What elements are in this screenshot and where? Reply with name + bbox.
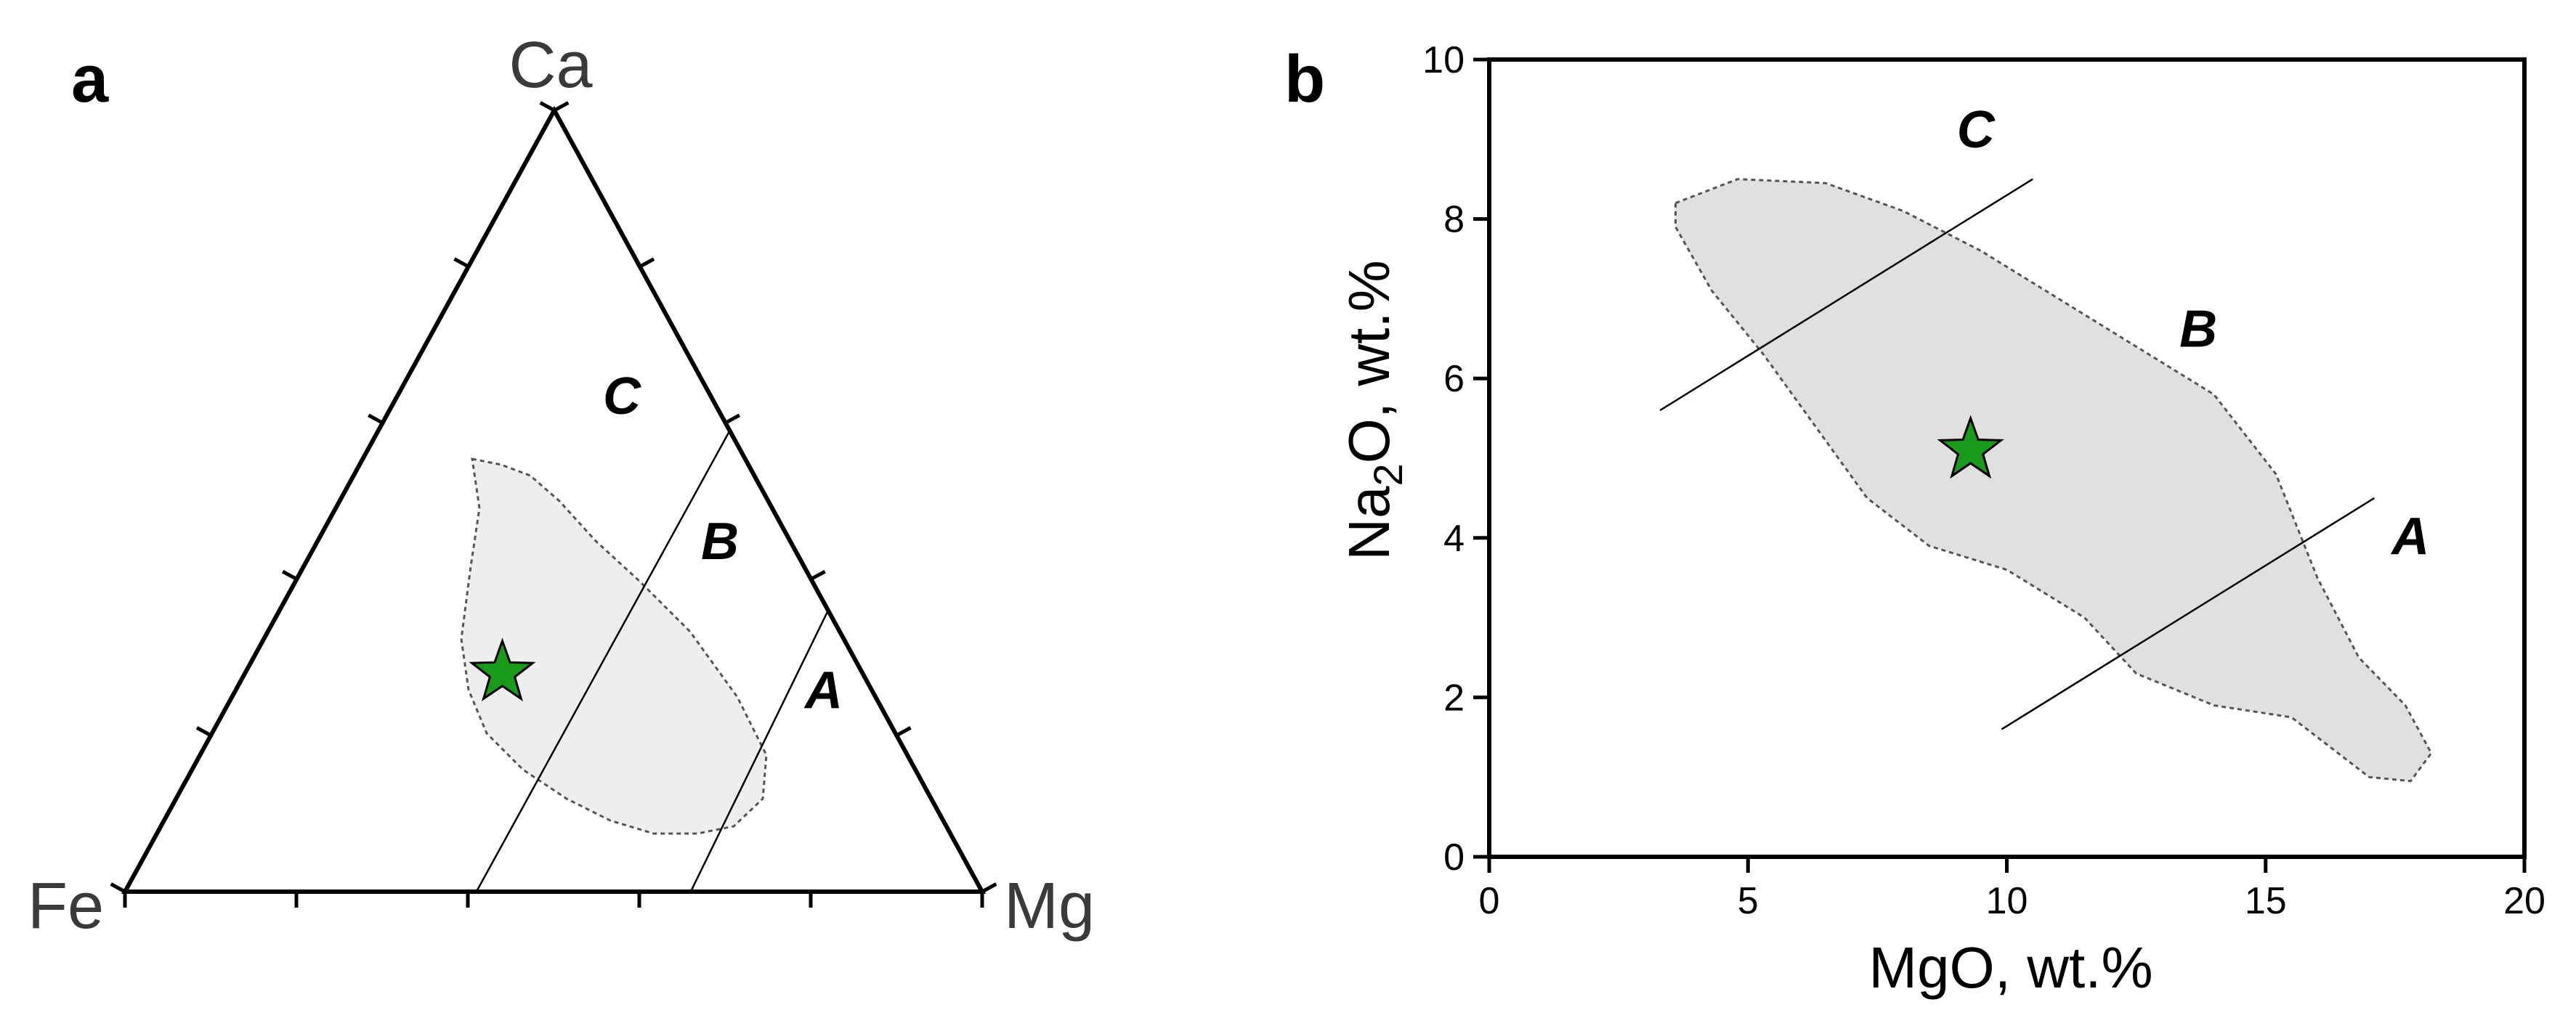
- ternary-tick-7: [981, 882, 997, 894]
- scatter-boundary-lines: [1659, 178, 2375, 730]
- ternary-field-polygon: [460, 457, 768, 835]
- ternary-tick-9: [810, 569, 826, 581]
- ternary-boundary-lines: [475, 430, 830, 892]
- y-axis-title: Na2O, wt.%: [1337, 260, 1411, 560]
- ternary-tick-8: [895, 726, 912, 737]
- ternary-star: [469, 638, 536, 701]
- y-axis-title-part-1: Na: [1337, 486, 1401, 561]
- ternary-tick-16: [281, 569, 298, 581]
- scatter-boundary-line-1: [1659, 178, 2033, 412]
- scatter-region-label-c: C: [1957, 101, 1996, 159]
- panel-label-b: b: [1284, 42, 1325, 116]
- vertex-label-top: Ca: [509, 29, 593, 102]
- y-axis-title-subscript: 2: [1365, 463, 1411, 486]
- ternary-boundary-line-1: [475, 430, 731, 892]
- vertex-label-left: Fe: [28, 870, 104, 942]
- ternary-tick-15: [368, 413, 384, 425]
- y-tick-label-6: 6: [1443, 358, 1465, 400]
- ternary-tick-14: [453, 257, 470, 269]
- region-label-a: A: [803, 661, 843, 720]
- y-tick-label-8: 8: [1443, 199, 1465, 241]
- region-label-b: B: [701, 513, 739, 571]
- x-tick-label-10: 10: [1986, 880, 2028, 922]
- vertex-label-right: Mg: [1004, 870, 1095, 942]
- region-label-c: C: [603, 367, 641, 426]
- ternary-tick-10: [724, 413, 741, 425]
- panel-label-a: a: [71, 42, 109, 116]
- scatter-star-marker: [1937, 415, 2004, 479]
- ternary-tick-18: [110, 882, 126, 894]
- y-tick-label-2: 2: [1443, 677, 1465, 719]
- ternary-tick-17: [195, 726, 212, 737]
- scatter-region-labels: C B A: [1957, 101, 2430, 566]
- ternary-panel: a Ca Fe Mg C B A: [28, 29, 1095, 942]
- ternary-shaded-field: [460, 457, 768, 835]
- scatter-region-label-a: A: [2390, 508, 2429, 566]
- x-tick-label-15: 15: [2245, 880, 2287, 922]
- x-tick-label-0: 0: [1479, 880, 1500, 922]
- ternary-tick-12: [553, 101, 570, 113]
- ternary-boundary-line-2: [689, 610, 830, 892]
- ternary-tick-13: [539, 101, 556, 113]
- y-tick-label-10: 10: [1422, 39, 1465, 81]
- ternary-ticks: [110, 101, 997, 908]
- scatter-shaded-field: [1674, 178, 2433, 783]
- x-axis-ticks: 0 5 10 15 20: [1479, 857, 2545, 922]
- y-axis-ticks: 0 2 4 6 8 10: [1422, 39, 1489, 879]
- x-tick-label-20: 20: [2503, 880, 2545, 922]
- x-axis-title: MgO, wt.%: [1868, 935, 2152, 1000]
- ternary-triangle: [121, 105, 987, 894]
- y-tick-label-4: 4: [1443, 518, 1465, 560]
- ternary-tick-11: [639, 257, 655, 269]
- scatter-star: [1937, 415, 2004, 479]
- ternary-star-marker: [469, 638, 536, 701]
- scatter-field-polygon: [1674, 178, 2433, 783]
- y-axis-title-part-2: O, wt.%: [1337, 260, 1401, 463]
- x-tick-label-5: 5: [1738, 880, 1759, 922]
- y-tick-label-0: 0: [1443, 836, 1465, 879]
- scatter-boundary-line-2: [2001, 497, 2375, 730]
- scatter-region-label-b: B: [2179, 300, 2217, 358]
